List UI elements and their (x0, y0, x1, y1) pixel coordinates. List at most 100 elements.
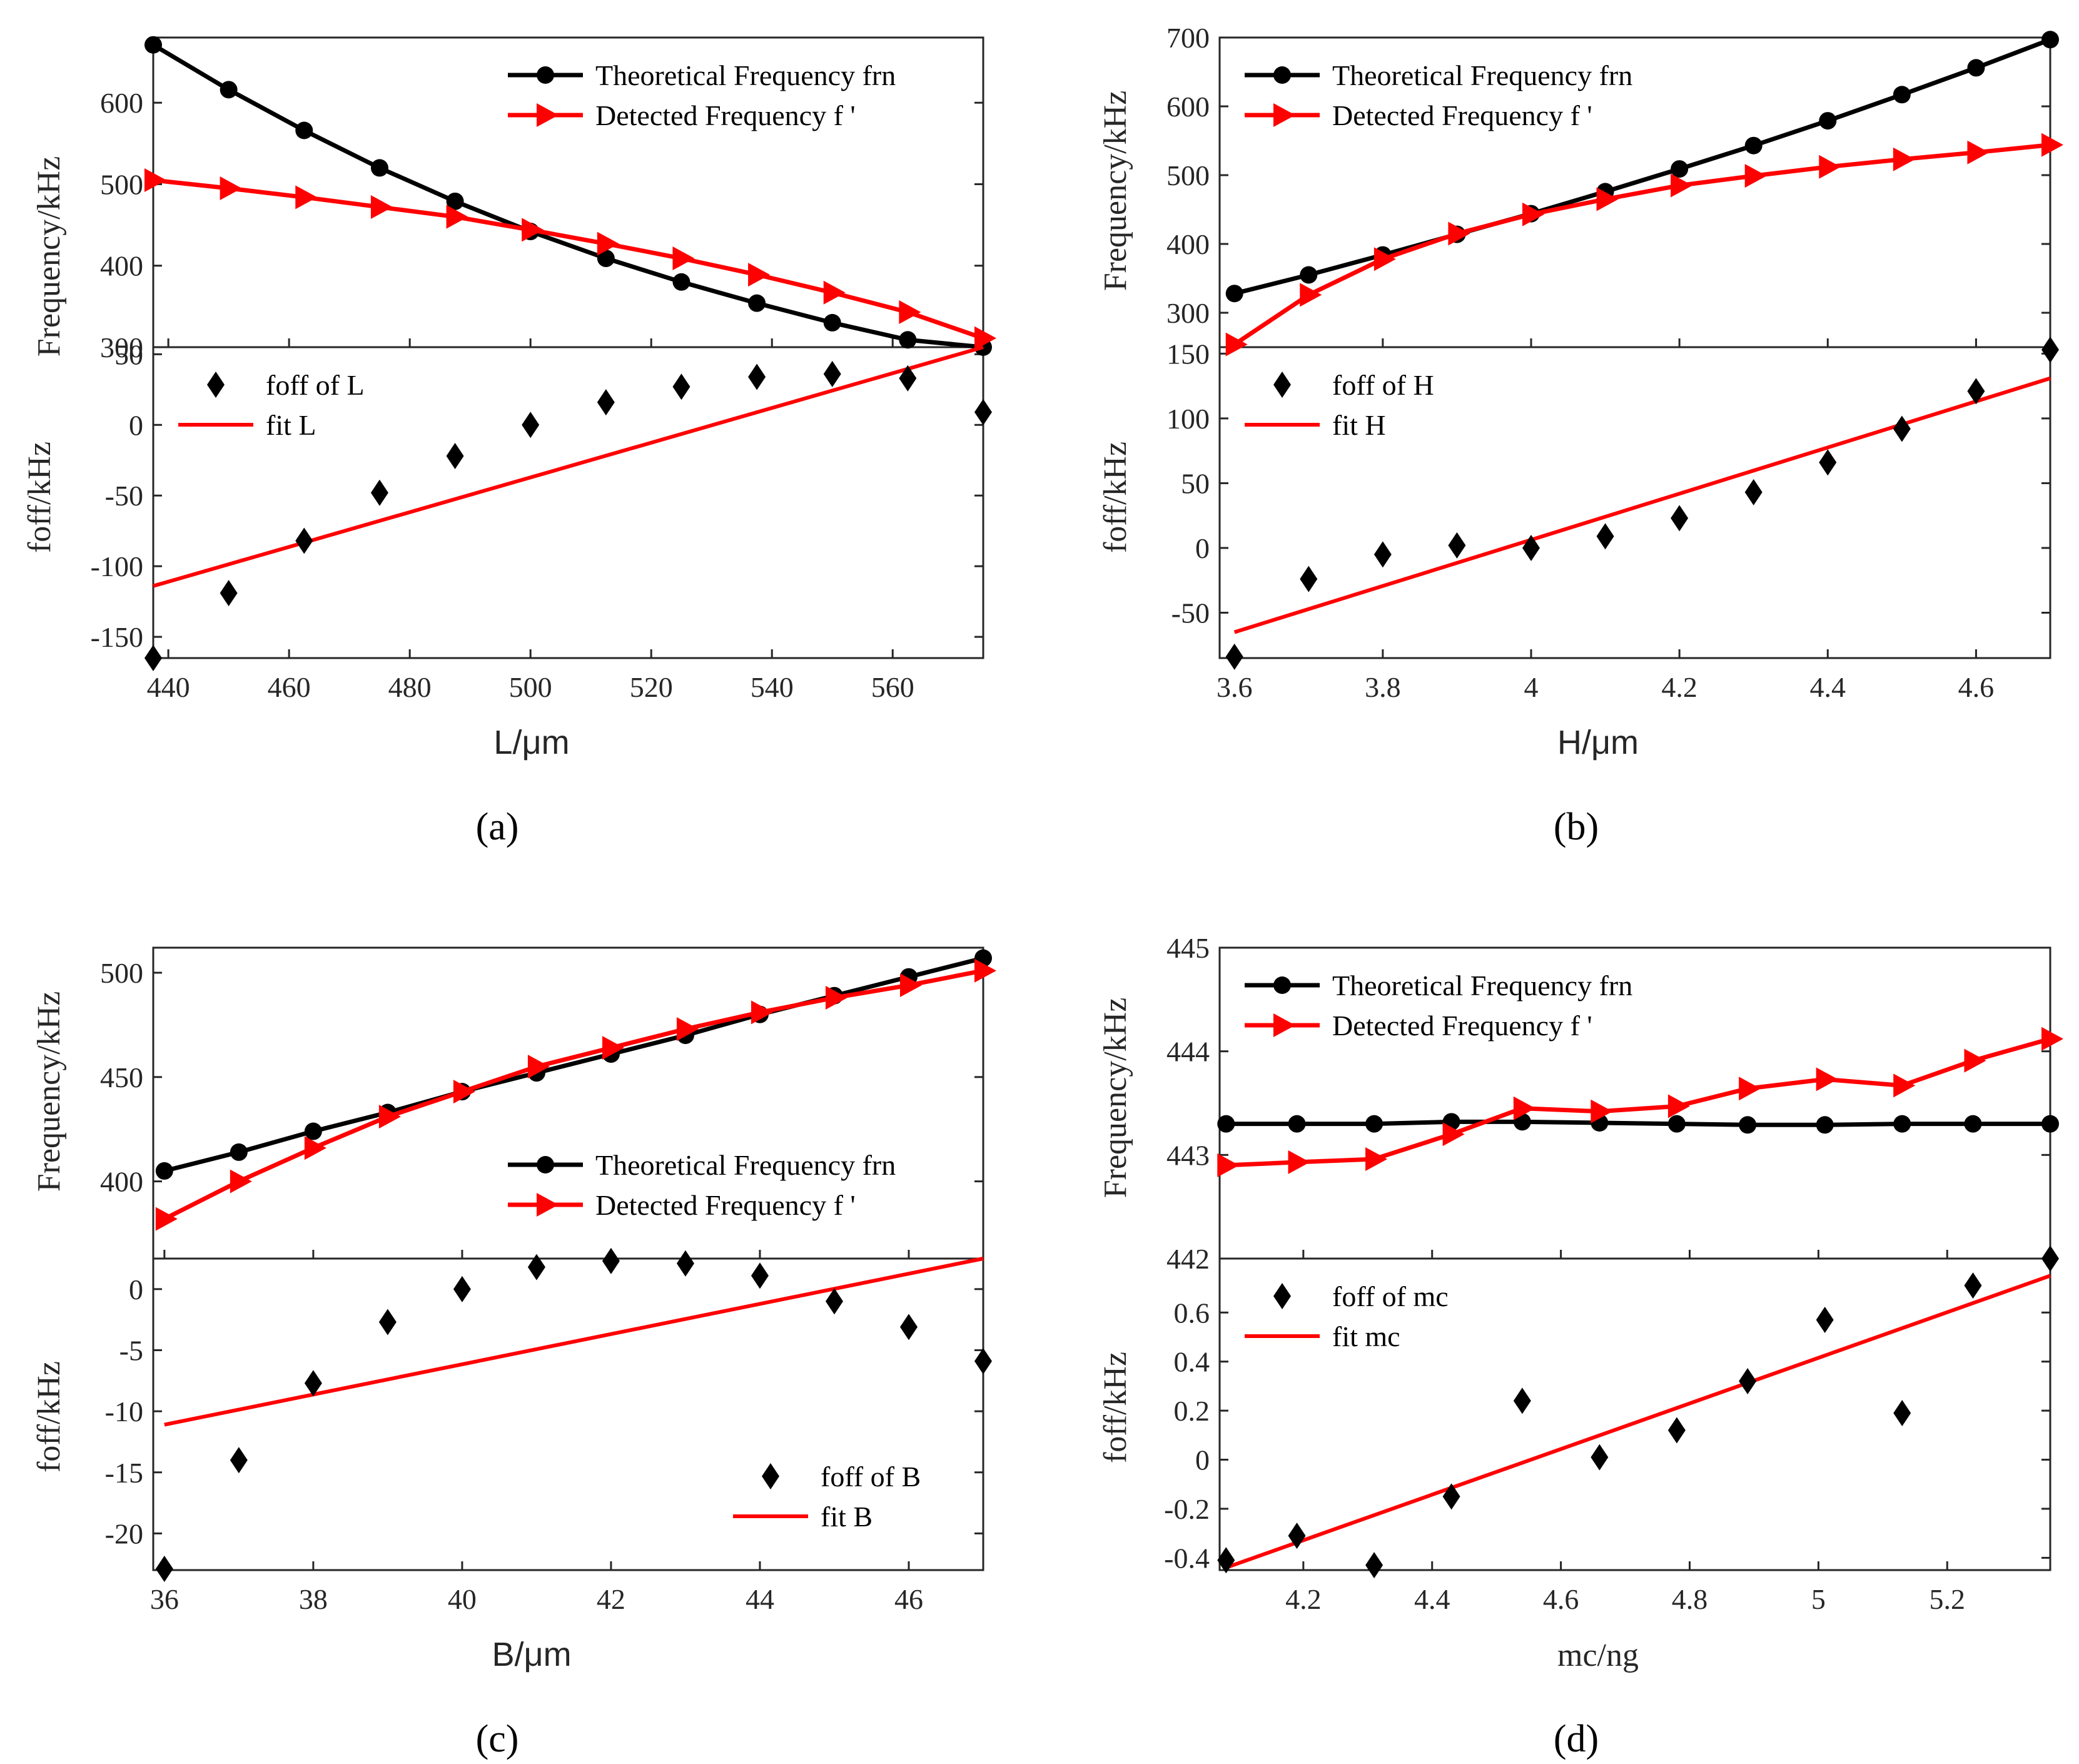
panel-d-offset-point (1816, 1307, 1834, 1334)
panel-b-legend-marker (1273, 372, 1291, 398)
panel-d-offset-point (1442, 1483, 1460, 1510)
panel-a-series-detected-line (153, 178, 984, 340)
panel-d-offset-point (1365, 1552, 1383, 1579)
panel-a-x-tick-label: 520 (630, 671, 673, 703)
panel-c-bottom-y-tick-label: -20 (105, 1518, 143, 1549)
panel-c-x-axis-label: B/μm (492, 1636, 571, 1673)
panel-d-top-y-tick-label: 445 (1166, 932, 1210, 964)
panel-a-legend-marker (207, 372, 225, 398)
panel-c-x-tick-label: 44 (746, 1583, 774, 1615)
panel-c-x-tick-label: 42 (597, 1583, 625, 1615)
panel-c-top-y-axis-label: Frequency/kHz (31, 991, 67, 1192)
panel-a-x-tick-label: 500 (509, 671, 552, 703)
panel-d-series-detected-point (1442, 1122, 1465, 1147)
panel-a-bottom-frame (152, 346, 984, 659)
panel-c-series-theoretical-point (304, 1122, 322, 1140)
panel-c-offset-point (676, 1250, 694, 1277)
panel-d-legend-marker (1273, 1283, 1291, 1309)
panel-b-top-y-tick-label: 600 (1166, 91, 1210, 123)
panel-a-offset-point (220, 580, 238, 607)
panel-c-top-y-tick-label: 400 (100, 1166, 143, 1198)
panel-b-series-theoretical-point (1967, 59, 1985, 77)
panel-d-series-detected-point (1365, 1147, 1388, 1171)
panel-b-legend-label: Detected Frequency f ' (1332, 99, 1592, 131)
panel-c-legend-marker (537, 1193, 559, 1217)
panel-b-series-theoretical-point (1225, 285, 1243, 303)
panel-d-offset-point (2041, 1245, 2059, 1272)
panel-d-top-y-tick-label: 444 (1166, 1036, 1210, 1068)
panel-a-series-detected-point (899, 300, 921, 324)
panel-d-offset-point (1513, 1387, 1531, 1414)
panel-a-fit-line (153, 345, 984, 588)
panel-d-bottom-frame (1218, 1257, 2051, 1571)
panel-b-offset-point (1448, 532, 1466, 559)
panel-c-series-detected-point (304, 1136, 326, 1160)
panel-b-offset-point (1819, 449, 1837, 476)
panel-b-bottom-y-axis-label: foff/kHz (1098, 442, 1133, 553)
panel-a-series-theoretical-point (295, 121, 313, 139)
panel-b-top-y-axis-label: Frequency/kHz (1098, 91, 1133, 291)
panel-a-legend-label: foff of L (266, 369, 365, 401)
panel-b-bottom-y-tick-label: 150 (1166, 338, 1210, 370)
panel-c-offset-point (378, 1309, 397, 1336)
panel-a-series-theoretical-point (446, 192, 464, 210)
panel-c-offset-point (825, 1288, 843, 1315)
panel-a: 440 460 480 500 520 540 560300400500600-150-10… (22, 36, 996, 848)
panel-c-top-y-tick-label: 500 (100, 957, 143, 989)
panel-c-series-detected-point (378, 1105, 401, 1129)
panel-d-plot: 4.2 4.4 4.6 4.8 5 5.2 442 443 444 445 -0.4 -0.2 0 0.2… (1164, 932, 2063, 1615)
panel-c-series-detected-point (676, 1017, 699, 1042)
panel-c-series-theoretical-line (163, 956, 984, 1173)
panel-d-offset-point (1288, 1523, 1306, 1549)
panel-d-x-tick-label: 5.2 (1930, 1583, 1966, 1615)
panel-d-legend-marker (1273, 976, 1291, 994)
panel-a-offset-point (899, 365, 917, 392)
panel-d-bottom-y-tick-label: -0.4 (1164, 1542, 1210, 1574)
panel-d-top-y-axis-label: Frequency/kHz (1098, 998, 1133, 1199)
panel-b-offset-point (1596, 523, 1614, 550)
panel-c-legend-marker (537, 1156, 554, 1173)
panel-b-series-detected-point (2041, 133, 2063, 157)
panel-d-legend-label: fit mc (1332, 1320, 1400, 1352)
panel-a-plot: 440 460 480 500 520 540 560300400500600-150-10… (91, 36, 996, 703)
panel-d-x-axis-label: mc/ng (1557, 1638, 1639, 1673)
panel-a-series-detected-point (370, 195, 393, 219)
panel-d-offset-point (1964, 1272, 1982, 1299)
panel-a-series-theoretical-point (597, 250, 615, 268)
panel-b-bottom-y-tick-label: -50 (1171, 597, 1210, 629)
panel-c-bottom-frame (152, 1257, 984, 1571)
panel-a-bottom-y-tick-label: -150 (91, 621, 143, 653)
panel-b-series-detected-point (1448, 221, 1470, 246)
panel-d-x-tick-label: 4.8 (1672, 1583, 1708, 1615)
panel-d-x-tick-label: 4.4 (1414, 1583, 1450, 1615)
panel-b-offset-point (1671, 505, 1689, 532)
panel-c-legend-label: Theoretical Frequency frn (595, 1149, 896, 1181)
panel-a-offset-point (597, 389, 615, 416)
panel-b-bottom-y-tick-label: 100 (1166, 403, 1210, 435)
panel-c-bottom-y-tick-label: -15 (105, 1457, 143, 1489)
panel-d-offset-point (1591, 1444, 1609, 1471)
panel-a-legend-label: fit L (266, 409, 316, 441)
panel-c-series-detected-point (230, 1169, 252, 1194)
panel-b-x-tick-label: 4 (1524, 671, 1539, 703)
panel-c-series-detected-point (974, 958, 996, 983)
panel-d-series-theoretical-point (2041, 1115, 2059, 1133)
panel-b-top-y-tick-label: 500 (1166, 160, 1210, 191)
panel-c-series-detected-point (527, 1055, 550, 1079)
panel-d-top-y-tick-label: 443 (1166, 1139, 1210, 1171)
panel-b-series-detected-point (1819, 155, 1841, 179)
panel-b-offset-point (1373, 541, 1392, 568)
panel-b-legend-label: foff of H (1332, 369, 1434, 401)
panel-a-x-tick-label: 460 (268, 671, 311, 703)
panel-c-series-theoretical-point (230, 1143, 248, 1161)
panel-b: 3.6 3.8 4 4.2 4.4 4.6 300 400 500 600 700 -50 0 50 100… (1098, 22, 2063, 848)
panel-d-offset-point (1217, 1547, 1235, 1574)
panel-d-legend-label: foff of mc (1332, 1280, 1449, 1312)
panel-b-series-detected-point (1522, 202, 1544, 226)
panel-c-offset-point (527, 1254, 545, 1280)
panel-b-series-theoretical-point (1744, 136, 1763, 155)
panel-a-bottom-y-tick-label: -100 (91, 550, 143, 582)
panel-b-series-detected-point (1225, 332, 1248, 357)
panel-d-legend-marker (1273, 1013, 1295, 1037)
panel-d-x-tick-label: 5 (1811, 1583, 1826, 1615)
